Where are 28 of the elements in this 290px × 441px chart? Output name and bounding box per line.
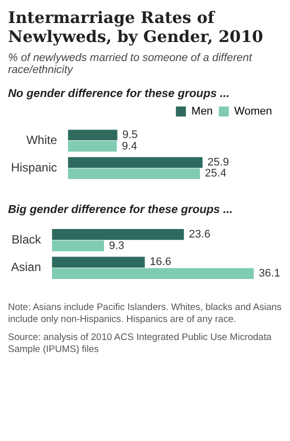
bar — [68, 140, 117, 152]
chart-title: Intermarriage Rates of Newlyweds, by Gender, 2010 — [8, 8, 264, 46]
chart-subtitle: % of newlyweds married to someone of a different race/ethnicity — [8, 52, 254, 76]
data-label: 9.3 — [108, 240, 124, 252]
y-tick-label: Asian — [10, 260, 42, 274]
source-note: Source: analysis of 2010 ACS Integrated Public Use Microdata Sample (IPUMS) files — [8, 332, 273, 356]
data-label: 9.4 — [122, 140, 138, 152]
data-label: 9.5 — [122, 129, 138, 142]
legend-label: Women — [234, 106, 272, 118]
legend-label: Men — [191, 106, 213, 118]
text: Note: Asians include Pacific Islanders. Whites, blacks and Asians include only non-Hispanics. Hispanics are of any race. — [8, 302, 282, 326]
y-tick-label: White — [26, 133, 58, 148]
data-label: 36.1 — [258, 268, 280, 280]
text: No gender difference for these groups ... — [8, 88, 231, 100]
y-tick-label: Hispanic — [10, 160, 58, 174]
data-label: 16.6 — [150, 256, 172, 268]
bar — [52, 240, 104, 252]
bar — [68, 130, 118, 140]
data-label: 25.9 — [208, 156, 229, 169]
y-tick-label: Black — [12, 232, 42, 246]
bar — [52, 268, 254, 280]
bar — [68, 168, 200, 180]
data-label: 23.6 — [188, 228, 210, 240]
bar — [52, 256, 145, 268]
bar — [68, 157, 203, 168]
text: Big gender difference for these groups ... — [8, 204, 234, 216]
data-label: 25.4 — [204, 168, 226, 180]
bar — [52, 228, 184, 240]
